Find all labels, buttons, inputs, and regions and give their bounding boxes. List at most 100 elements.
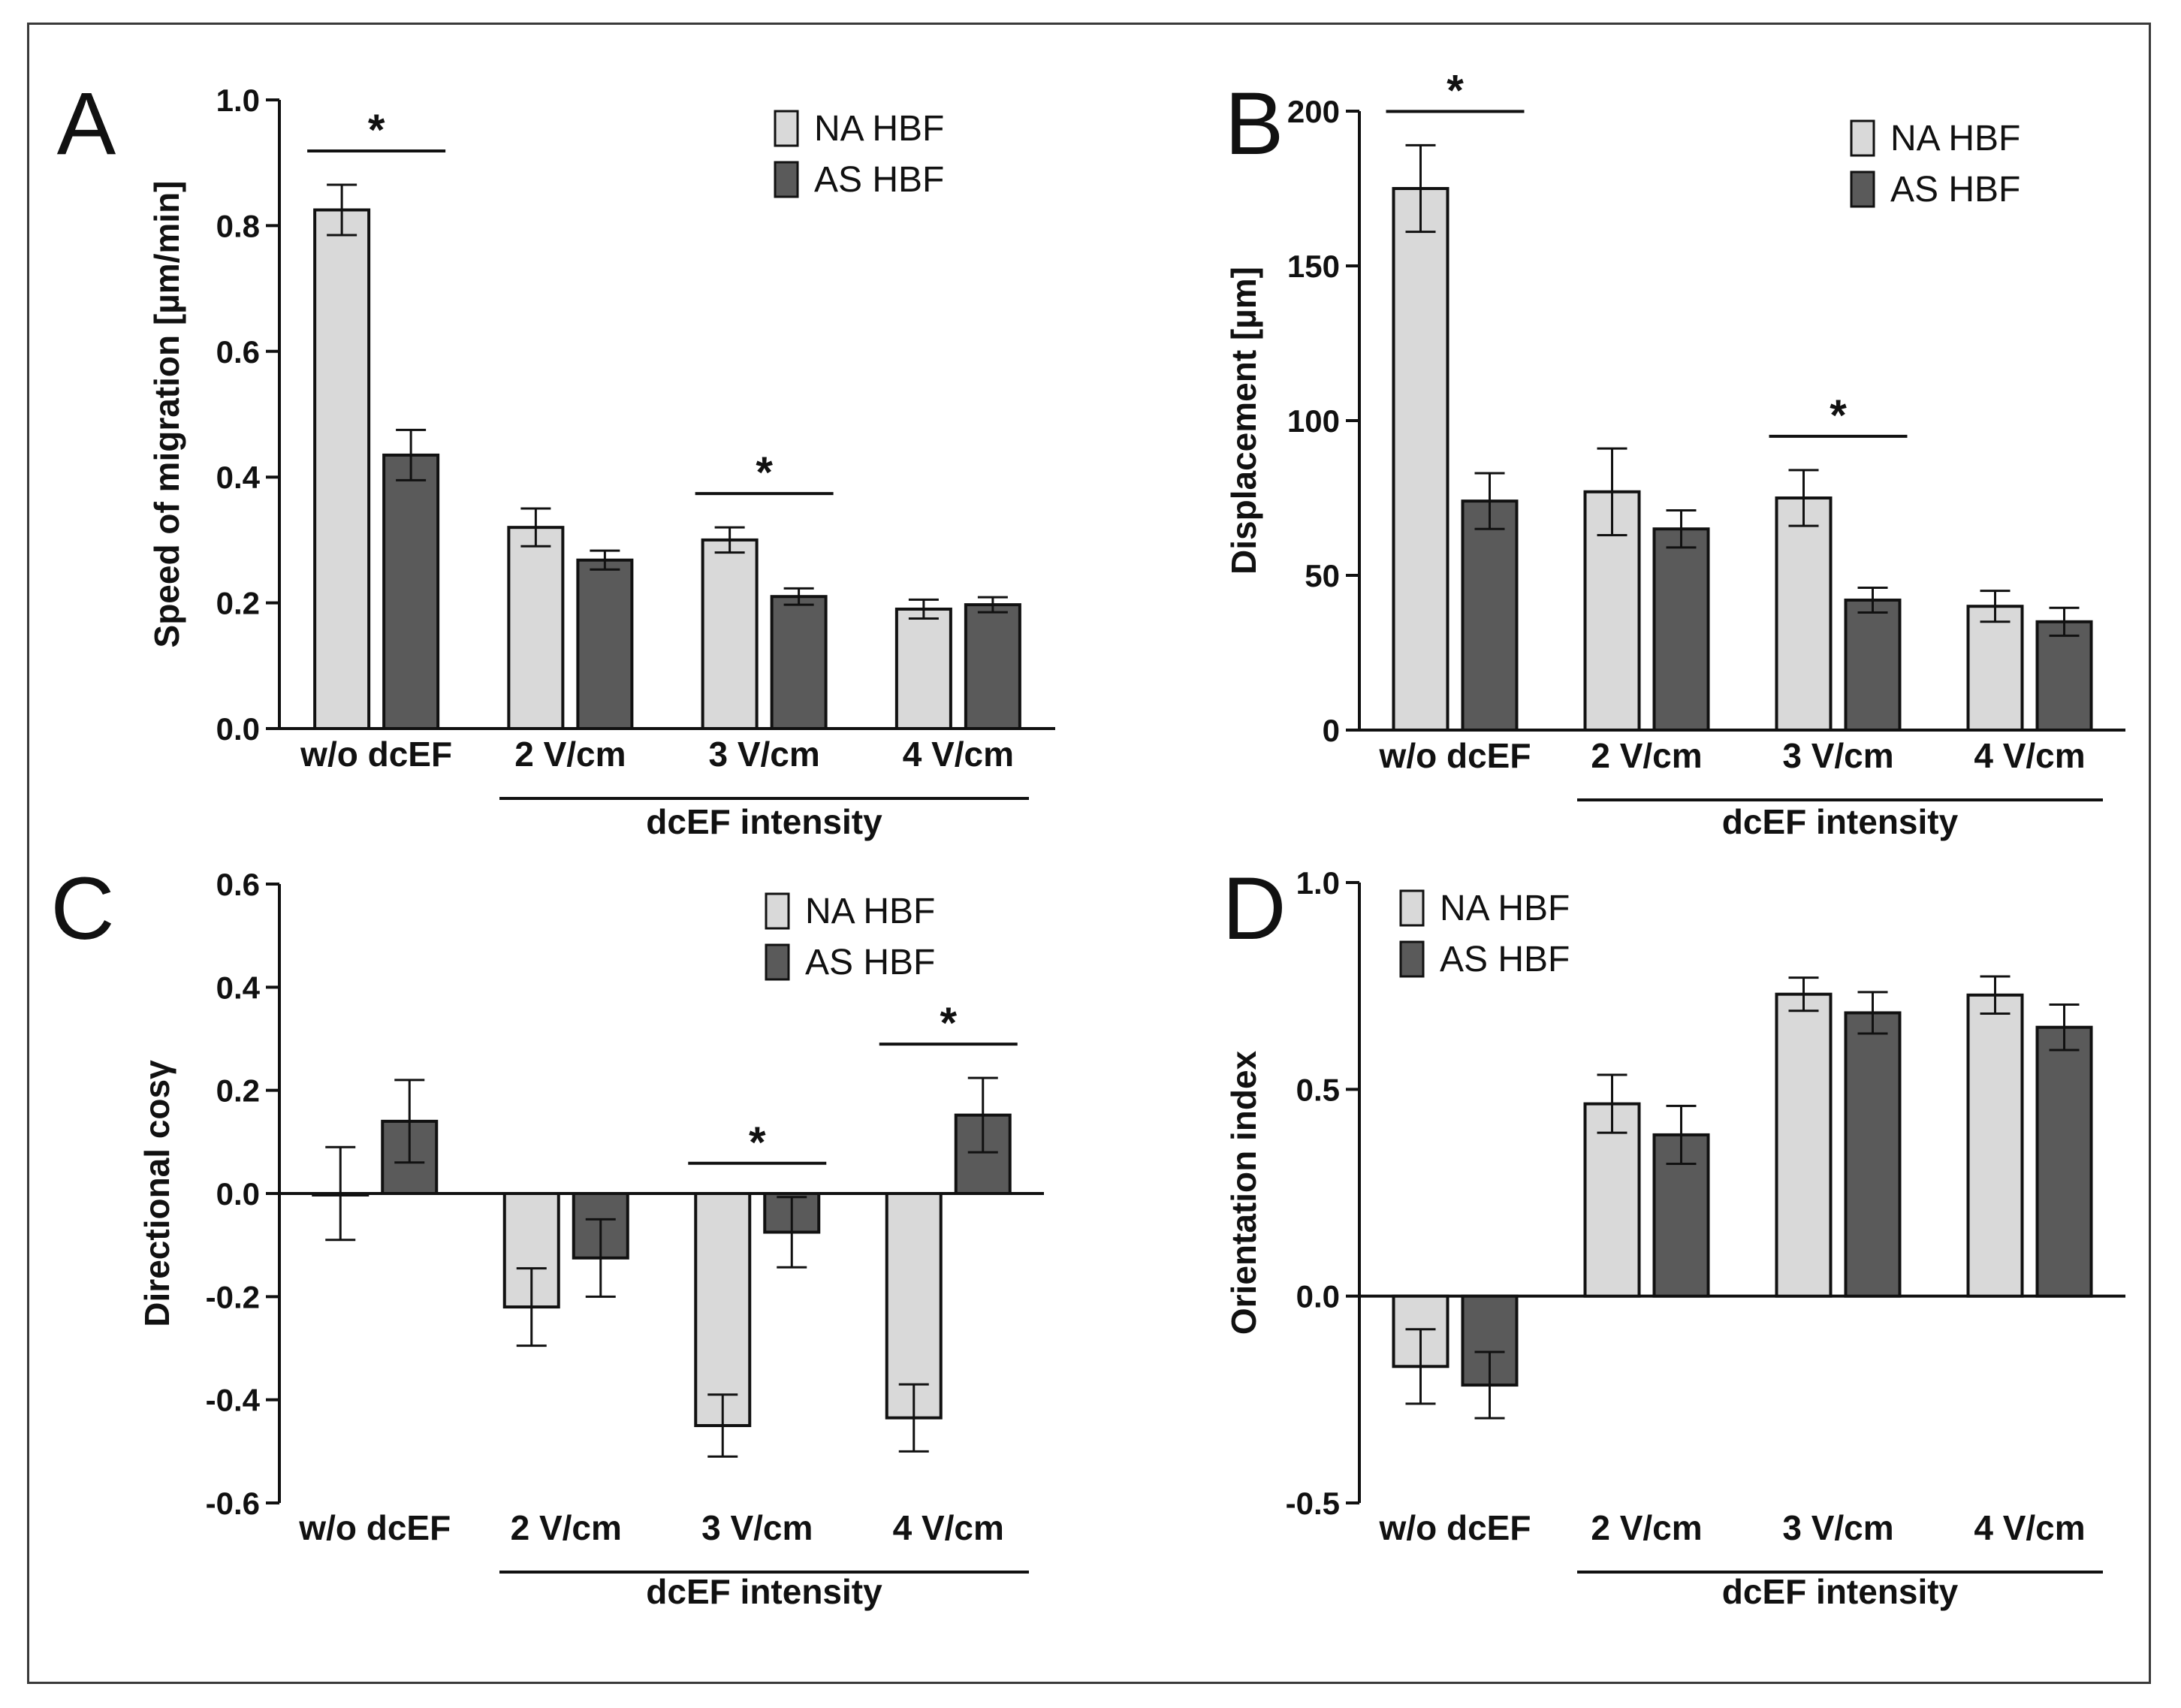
bar <box>885 1192 943 1420</box>
panel-a: A 0.0 0.2 0.4 0.6 0.8 1.0 Speed of migration [µ… <box>57 74 1055 841</box>
x-tick-label: 2 V/cm <box>1591 1508 1702 1547</box>
x-tick-label: w/o dcEF <box>298 1508 451 1547</box>
significance-star: * <box>749 1118 766 1167</box>
x-tick-label: 4 V/cm <box>1974 736 2085 775</box>
panel-label: A <box>57 74 116 174</box>
legend-swatch <box>774 161 799 198</box>
bar <box>964 603 1021 731</box>
bar <box>1392 187 1449 732</box>
legend-swatch <box>1850 170 1875 208</box>
bar <box>1966 605 2024 732</box>
y-axis-label: Directional cosγ <box>137 1060 176 1327</box>
x-tick-label: w/o dcEF <box>1379 1508 1531 1547</box>
significance-star: * <box>756 448 773 497</box>
bar <box>1652 527 1710 732</box>
bar <box>2035 620 2093 732</box>
bar <box>1844 1011 1902 1298</box>
bar <box>507 526 565 730</box>
x-tick-label: 4 V/cm <box>903 735 1014 774</box>
x-tick-label: 3 V/cm <box>1782 736 1893 775</box>
panel-label: C <box>50 859 114 958</box>
legend-swatch <box>765 892 790 930</box>
bar <box>701 538 759 731</box>
panel-c: C -0.6 -0.4 -0.2 0.0 0.2 0.4 0.6 Directional cos… <box>50 859 1044 1611</box>
y-tick-label: 1.0 <box>216 83 260 118</box>
y-tick-label: 1.0 <box>1296 865 1340 901</box>
y-axis-label: Displacement [µm] <box>1224 267 1263 575</box>
bar <box>1966 993 2024 1298</box>
x-tick-label: 2 V/cm <box>1591 736 1702 775</box>
y-axis-label: Speed of migration [µm/min] <box>147 181 186 648</box>
y-axis-label: Orientation index <box>1224 1050 1263 1335</box>
x-tick-label: 3 V/cm <box>708 735 819 774</box>
bar <box>770 595 828 730</box>
legend-label: NA HBF <box>1890 119 2020 158</box>
bar <box>894 607 952 730</box>
significance-star: * <box>368 106 385 155</box>
legend-label: AS HBF <box>805 943 935 982</box>
x-tick-label: 2 V/cm <box>511 1508 622 1547</box>
y-tick-label: 0.8 <box>216 208 260 243</box>
y-tick-label: 0.6 <box>216 867 260 902</box>
legend-swatch <box>1399 889 1425 927</box>
y-tick-label: 0.5 <box>1296 1072 1340 1107</box>
significance-star: * <box>1446 66 1464 115</box>
x-tick-label: w/o dcEF <box>300 735 452 774</box>
group-label: dcEF intensity <box>646 802 882 841</box>
legend-label: NA HBF <box>1440 889 1570 928</box>
legend-label: NA HBF <box>805 892 935 931</box>
legend-swatch <box>1399 940 1425 978</box>
bar <box>2035 1025 2093 1298</box>
y-tick-label: -0.5 <box>1286 1486 1340 1521</box>
legend-label: AS HBF <box>814 160 944 200</box>
legend-label: NA HBF <box>814 109 944 149</box>
legend-swatch <box>774 110 799 147</box>
y-tick-label: 0.4 <box>216 970 261 1005</box>
x-tick-label: 3 V/cm <box>1782 1508 1893 1547</box>
x-tick-label: 2 V/cm <box>514 735 626 774</box>
x-tick-label: 4 V/cm <box>893 1508 1004 1547</box>
bar <box>313 208 371 731</box>
bar <box>694 1192 752 1427</box>
legend-label: AS HBF <box>1890 170 2020 210</box>
y-tick-label: 0.2 <box>216 586 260 621</box>
y-tick-label: 150 <box>1287 249 1340 284</box>
x-tick-label: 3 V/cm <box>701 1508 813 1547</box>
y-tick-label: -0.6 <box>206 1486 260 1521</box>
panel-d: D -0.5 0.0 0.5 1.0 Orientation index w/o dcEF 2… <box>1222 859 2125 1611</box>
y-tick-label: 0.0 <box>216 1176 260 1212</box>
y-tick-label: 0.6 <box>216 334 260 370</box>
bar <box>1461 499 1519 732</box>
y-tick-label: 100 <box>1287 403 1340 439</box>
bar <box>1583 1102 1641 1298</box>
bar <box>382 453 440 731</box>
bar <box>1844 598 1902 732</box>
legend-label: AS HBF <box>1440 940 1570 979</box>
x-tick-label: w/o dcEF <box>1379 736 1531 775</box>
panel-b: B 0 50 100 150 200 Displacement [µm] w/o dcEF 2 … <box>1224 66 2125 841</box>
group-label: dcEF intensity <box>1722 802 1959 841</box>
group-label: dcEF intensity <box>646 1572 882 1611</box>
y-tick-label: 0 <box>1323 713 1340 748</box>
legend-swatch <box>1850 119 1875 157</box>
bar <box>576 558 634 731</box>
significance-star: * <box>940 999 957 1048</box>
bar <box>1775 992 1833 1298</box>
bar <box>1775 496 1833 732</box>
group-label: dcEF intensity <box>1722 1572 1959 1611</box>
figure-frame <box>27 23 2151 1684</box>
legend-swatch <box>765 943 790 981</box>
y-tick-label: 0.2 <box>216 1073 260 1109</box>
y-tick-label: 0.0 <box>216 711 260 747</box>
significance-star: * <box>1830 391 1847 440</box>
y-tick-label: 200 <box>1287 94 1340 129</box>
x-tick-label: 4 V/cm <box>1974 1508 2085 1547</box>
y-tick-label: 50 <box>1305 558 1340 593</box>
y-tick-label: -0.4 <box>206 1383 261 1418</box>
y-tick-label: -0.2 <box>206 1279 260 1314</box>
y-tick-label: 0.4 <box>216 460 261 495</box>
y-tick-label: 0.0 <box>1296 1279 1340 1314</box>
panel-label: B <box>1225 74 1284 174</box>
panel-label: D <box>1222 859 1286 958</box>
